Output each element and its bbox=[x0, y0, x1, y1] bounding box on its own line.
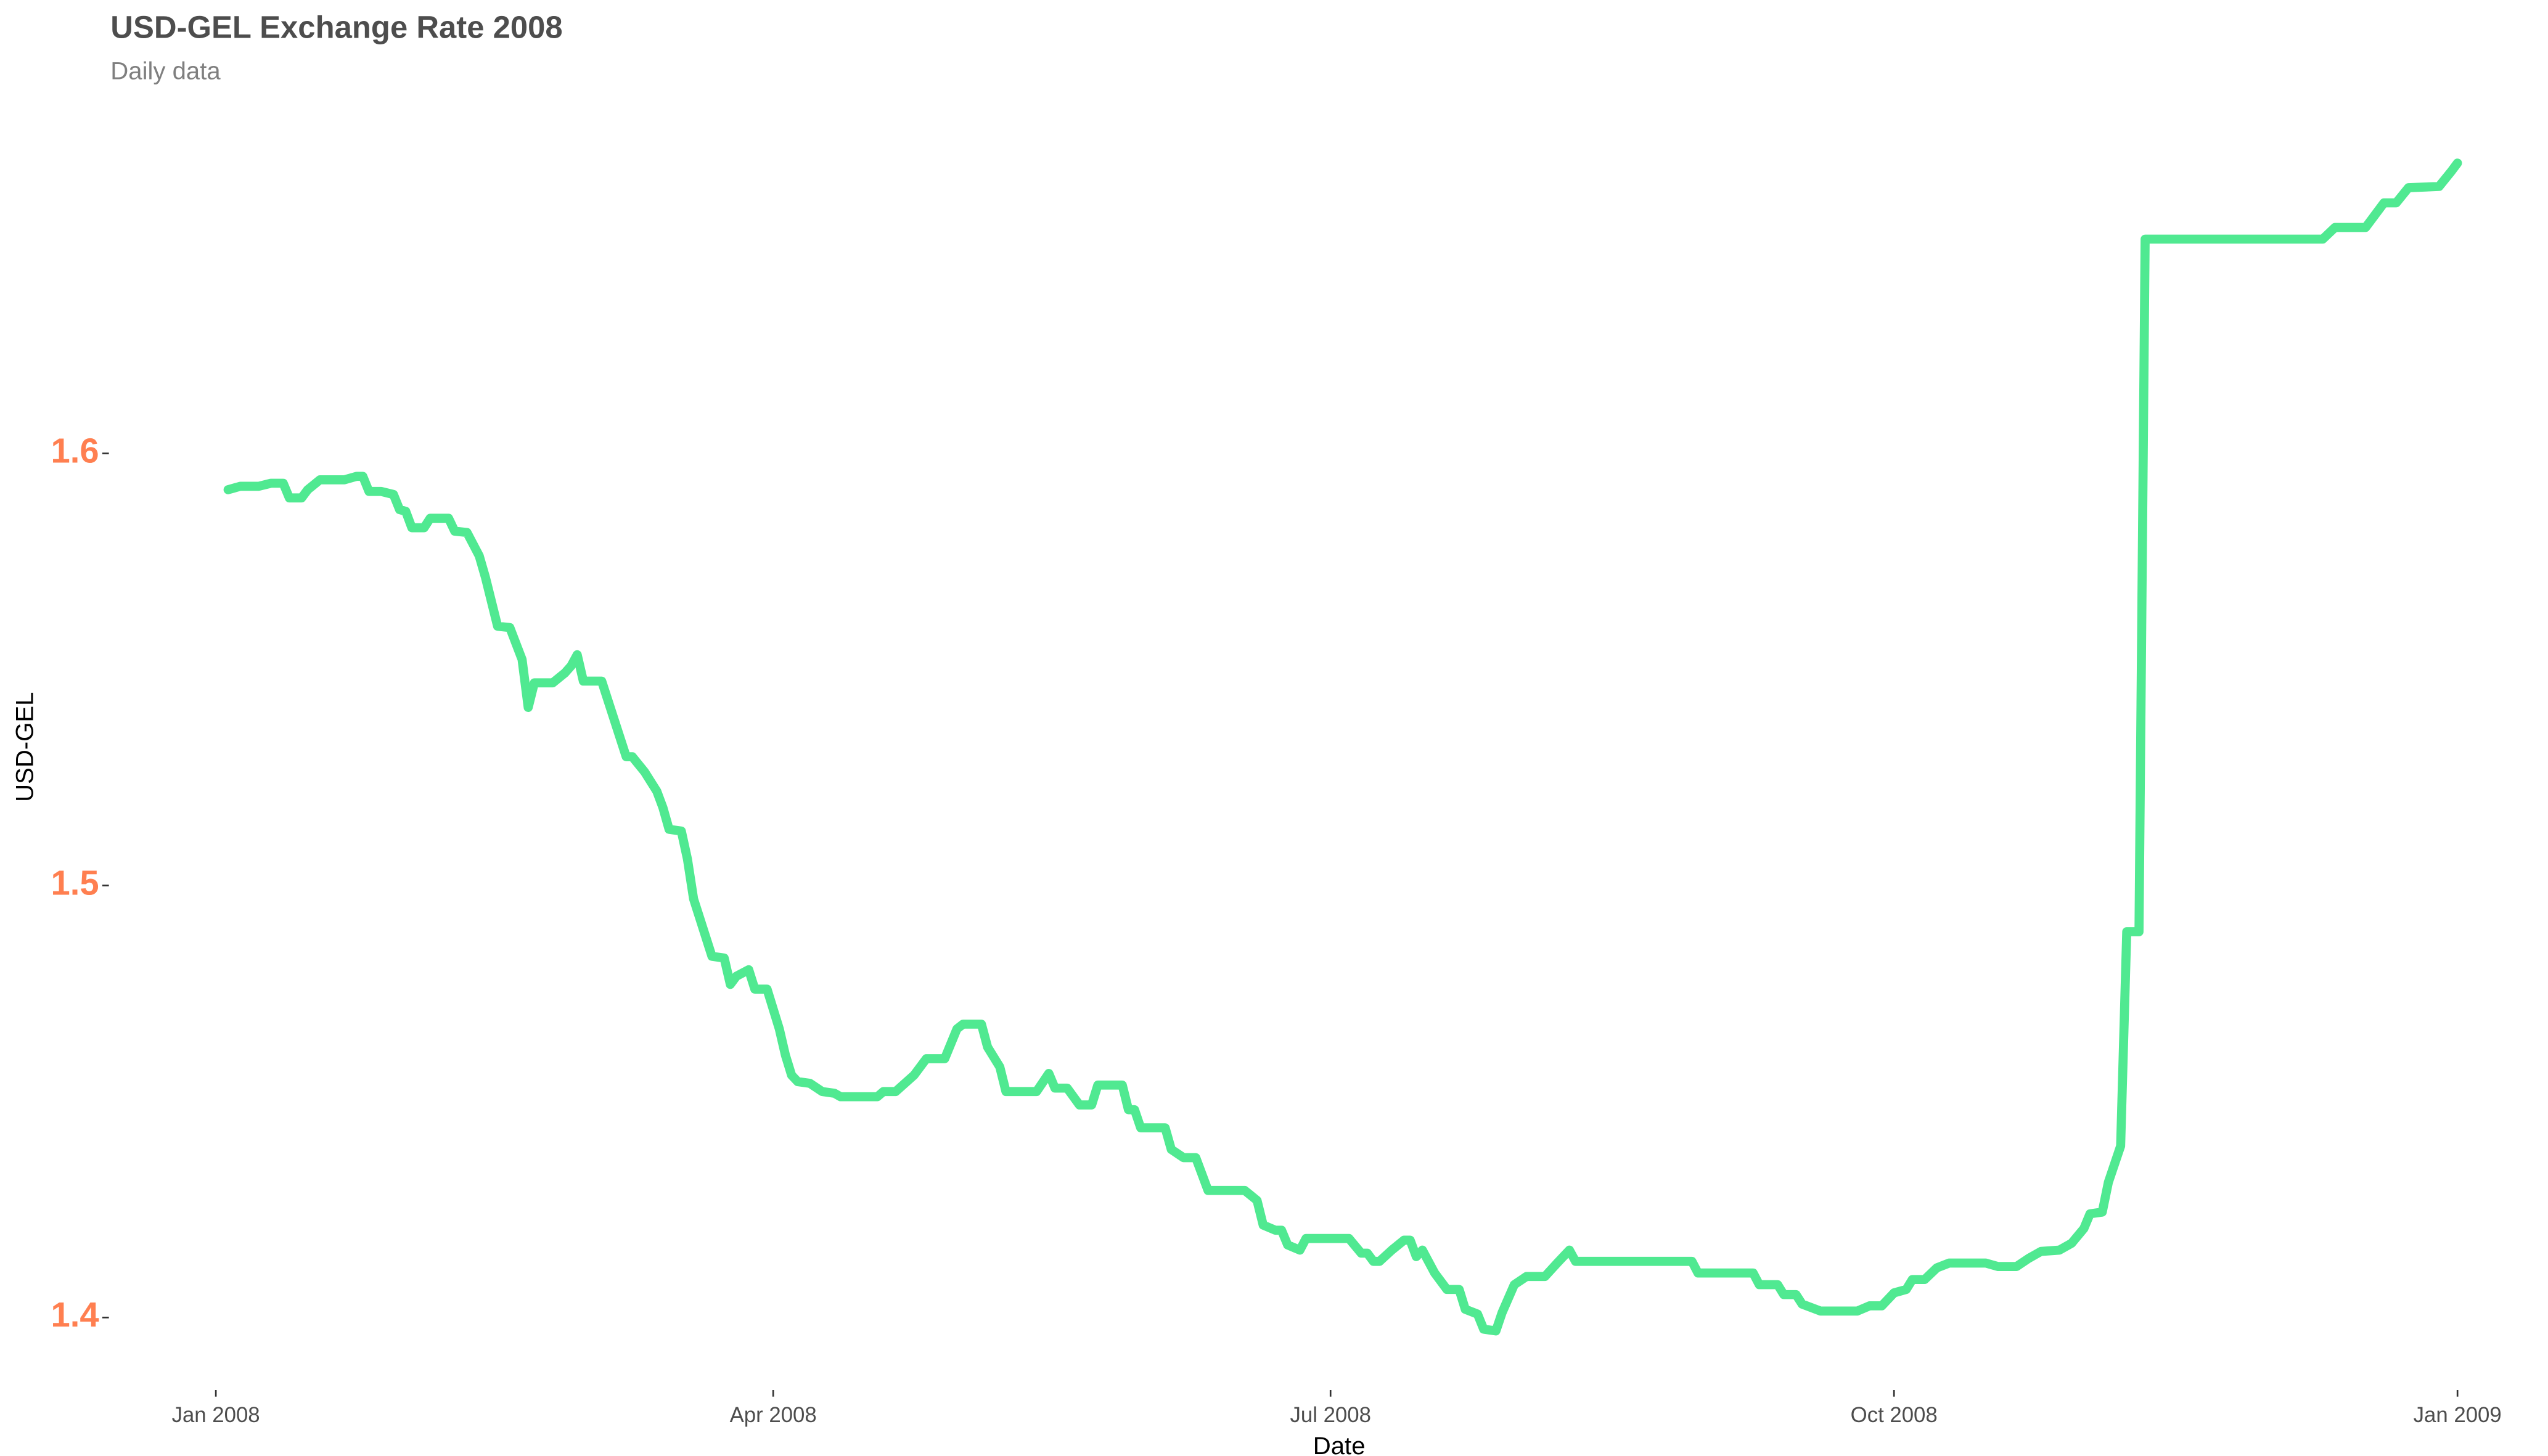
x-tick-label: Jan 2008 bbox=[172, 1404, 260, 1427]
chart-title: USD-GEL Exchange Rate 2008 bbox=[110, 10, 562, 45]
x-tick-label: Oct 2008 bbox=[1851, 1404, 1938, 1427]
line-series bbox=[223, 158, 2462, 1336]
y-tick-label: 1.4 bbox=[51, 1295, 99, 1334]
x-tick-label: Jul 2008 bbox=[1290, 1404, 1370, 1427]
x-tick-label: Apr 2008 bbox=[730, 1404, 817, 1427]
x-tick-label: Jan 2009 bbox=[2414, 1404, 2502, 1427]
chart-subtitle: Daily data bbox=[110, 57, 221, 84]
x-axis-title: Date bbox=[1313, 1432, 1366, 1456]
y-axis-title: USD-GEL bbox=[10, 692, 38, 802]
y-tick-label: 1.5 bbox=[51, 863, 99, 902]
y-tick-label: 1.6 bbox=[51, 431, 99, 470]
